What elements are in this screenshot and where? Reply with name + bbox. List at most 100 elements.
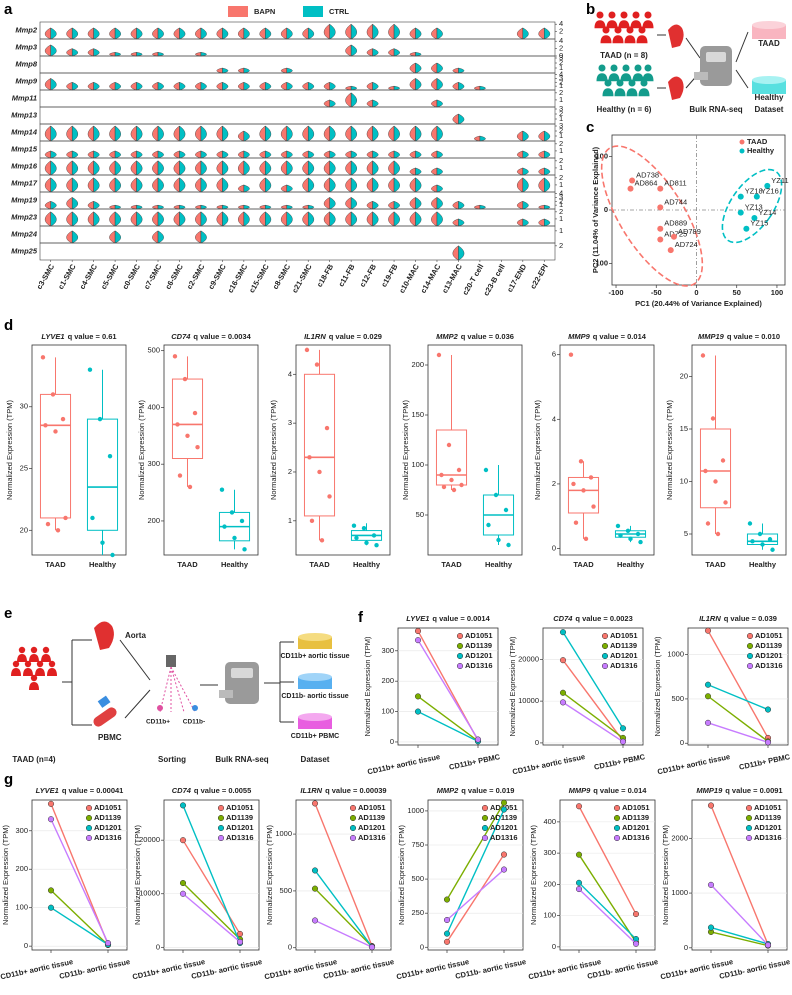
person-head xyxy=(24,660,32,668)
y-tick-label: 4 xyxy=(288,369,292,378)
violin xyxy=(302,160,315,176)
violin-half xyxy=(114,230,121,244)
violin-half xyxy=(130,177,137,193)
violin-half xyxy=(350,85,357,91)
violin xyxy=(280,184,293,193)
x-tick-label: TAAD xyxy=(309,560,330,569)
point xyxy=(47,887,55,894)
violin-half xyxy=(50,150,57,159)
violin xyxy=(130,150,143,159)
violin-half xyxy=(200,81,207,91)
y-tick-label: 3 xyxy=(559,192,563,201)
series-line xyxy=(417,639,479,740)
chart-title: MMP19 q value = 0.010 xyxy=(698,332,780,341)
violin xyxy=(173,204,186,210)
violin xyxy=(44,160,57,176)
violin xyxy=(195,27,207,40)
point xyxy=(764,182,771,189)
legend-marker xyxy=(456,652,464,660)
dataset-cylinder xyxy=(752,80,786,94)
y-tick-label: 0 xyxy=(552,942,556,951)
violin-half xyxy=(173,204,180,210)
point xyxy=(619,725,627,732)
violin-half xyxy=(157,230,164,244)
violin-half xyxy=(323,150,330,159)
violin xyxy=(302,204,315,210)
y-tick-label: 200 xyxy=(15,864,28,873)
point xyxy=(503,507,509,513)
violin xyxy=(280,27,293,40)
violin-half xyxy=(93,48,100,57)
person-body xyxy=(47,668,57,676)
point xyxy=(317,469,322,475)
person-body xyxy=(626,88,638,97)
violin xyxy=(130,81,143,91)
violin-half xyxy=(323,23,330,40)
row-frame xyxy=(39,106,556,125)
violin-half xyxy=(323,177,330,193)
legend-swatch xyxy=(228,6,248,17)
series-line xyxy=(50,818,109,944)
violin-half xyxy=(136,52,143,57)
series-line xyxy=(707,695,769,743)
point xyxy=(443,916,451,924)
point xyxy=(575,851,583,858)
plot-frame xyxy=(687,627,789,746)
violin-half xyxy=(109,177,116,193)
violin-half xyxy=(522,27,529,40)
violin xyxy=(87,211,100,227)
plot-frame xyxy=(559,344,655,556)
violin-half xyxy=(265,81,272,91)
violin-half xyxy=(265,211,272,227)
violin-half xyxy=(544,167,551,176)
point xyxy=(104,940,112,947)
violin-half xyxy=(71,230,79,244)
person-head xyxy=(30,674,38,682)
violin-half xyxy=(173,160,180,176)
point xyxy=(764,942,772,949)
legend-marker xyxy=(217,834,225,842)
violin xyxy=(323,23,336,40)
violin xyxy=(516,150,529,159)
legend-swatch xyxy=(303,6,323,17)
x-tick-label: CD11b+ aortic tissue xyxy=(657,752,731,776)
box xyxy=(699,428,732,509)
violin-half xyxy=(280,150,287,159)
violin-half xyxy=(280,81,287,91)
point xyxy=(486,522,491,528)
violin-half xyxy=(366,125,373,142)
violin-half xyxy=(393,85,400,91)
violin xyxy=(452,81,465,91)
point xyxy=(575,879,583,886)
violin-half xyxy=(452,113,459,125)
violin-half xyxy=(350,211,357,227)
violin-half xyxy=(286,67,293,74)
violin xyxy=(216,204,229,210)
violin xyxy=(238,81,250,91)
violin-half xyxy=(114,204,121,210)
legend-label: AD1051 xyxy=(622,803,650,812)
legend-marker xyxy=(217,824,225,832)
violin xyxy=(173,125,186,142)
point xyxy=(635,531,641,537)
violin-half xyxy=(286,81,293,91)
point xyxy=(47,904,55,911)
person-head xyxy=(12,660,20,668)
point xyxy=(760,542,765,547)
y-tick-label: 1 xyxy=(559,146,563,155)
violin xyxy=(130,177,143,193)
title-gene: MMP2 xyxy=(437,786,459,795)
violin xyxy=(216,67,229,74)
x-tick-label: Healthy xyxy=(353,560,381,569)
gene-label: Mmp17 xyxy=(11,178,38,187)
point xyxy=(764,739,772,746)
legend-marker xyxy=(481,804,489,812)
series-line xyxy=(562,659,624,742)
violin-half xyxy=(308,204,315,210)
y-tick-label: 0 xyxy=(535,738,539,747)
y-tick-label: 4 xyxy=(552,414,556,423)
violin-half xyxy=(350,23,357,40)
x-tick-label: CD11b+ PBMC xyxy=(738,752,791,772)
violin-half xyxy=(50,177,57,193)
y-tick-label: 2 xyxy=(559,88,563,97)
